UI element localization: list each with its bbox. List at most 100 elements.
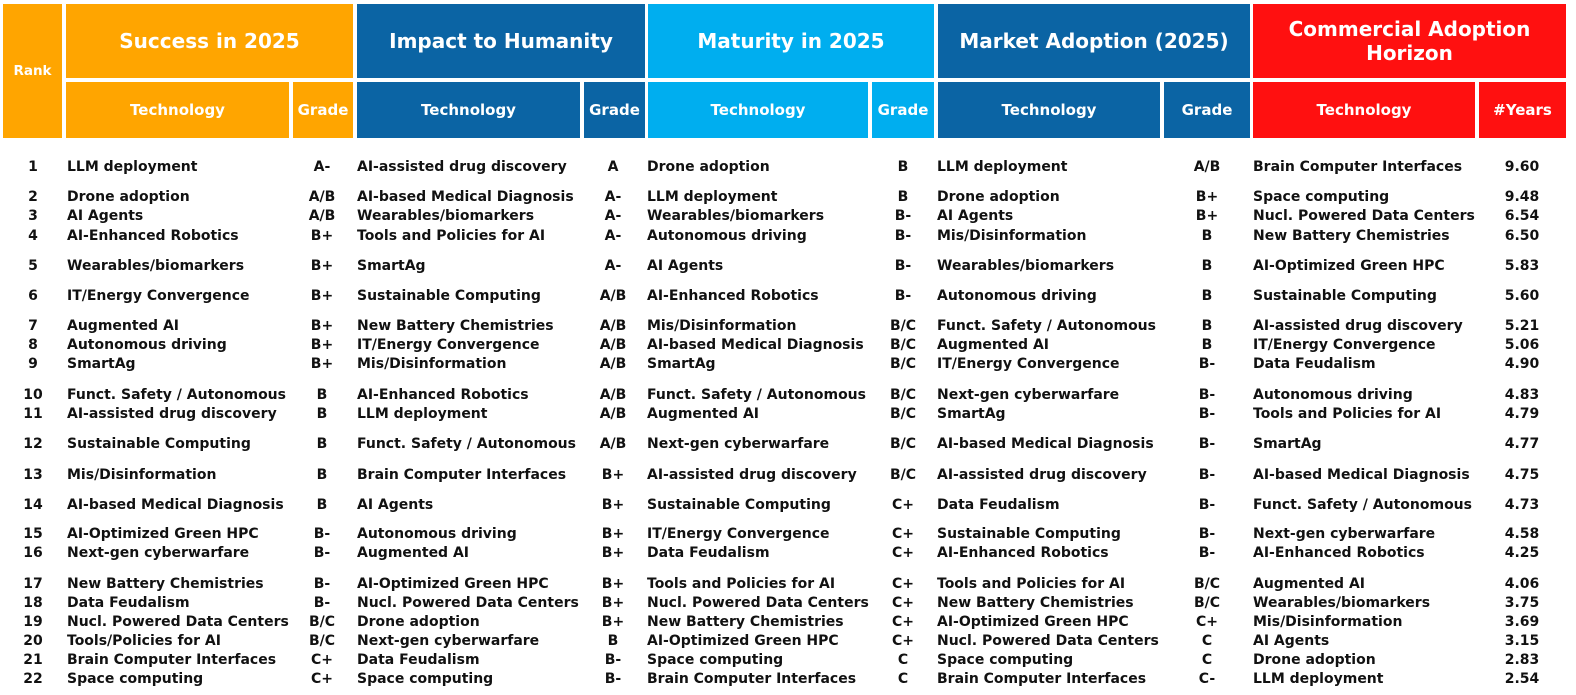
success-technology-cell: Augmented AI — [67, 318, 179, 334]
maturity-technology-cell: SmartAg — [647, 356, 716, 372]
success-grade-cell: B — [316, 497, 328, 513]
market-grade-cell: B+ — [1195, 189, 1219, 205]
maturity-technology-cell: Tools and Policies for AI — [647, 576, 836, 592]
maturity-technology-header: Technology — [648, 82, 868, 138]
success-grade-cell: C+ — [310, 652, 334, 668]
rank-cell: 5 — [28, 258, 38, 274]
market-technology-cell: Brain Computer Interfaces — [937, 671, 1147, 687]
success-grade-cell: A- — [313, 159, 331, 175]
success-grade-cell: B- — [313, 545, 331, 561]
maturity-grade-cell: C+ — [891, 526, 915, 542]
market-technology-cell: Mis/Disinformation — [937, 228, 1087, 244]
success-technology-cell: Nucl. Powered Data Centers — [67, 614, 289, 630]
market-technology-cell: Wearables/biomarkers — [937, 258, 1115, 274]
market-technology-cell: IT/Energy Convergence — [937, 356, 1120, 372]
maturity-grade-cell: C+ — [891, 633, 915, 649]
market-grade-cell: B- — [1198, 406, 1216, 422]
horizon-years-cell: 4.75 — [1504, 467, 1540, 483]
impact-grade-cell: A/B — [599, 356, 627, 372]
success-grade-cell: B+ — [310, 258, 334, 274]
maturity-grade-cell: B/C — [889, 318, 917, 334]
horizon-years-cell: 5.83 — [1504, 258, 1540, 274]
horizon-technology-cell: Brain Computer Interfaces — [1253, 159, 1463, 175]
impact-grade-cell: A- — [604, 258, 622, 274]
maturity-technology-cell: AI-assisted drug discovery — [647, 467, 857, 483]
success-technology-cell: Sustainable Computing — [67, 436, 251, 452]
horizon-technology-cell: AI Agents — [1253, 633, 1330, 649]
maturity-grade-cell: C+ — [891, 545, 915, 561]
market-technology-header: Technology — [938, 82, 1160, 138]
market-grade-cell: B- — [1198, 545, 1216, 561]
horizon-technology-cell: Funct. Safety / Autonomous — [1253, 497, 1472, 513]
rank-cell: 14 — [23, 497, 43, 513]
market-technology-cell: Space computing — [937, 652, 1074, 668]
horizon-years-cell: 5.60 — [1504, 288, 1540, 304]
rank-cell: 12 — [23, 436, 43, 452]
success-technology-cell: New Battery Chemistries — [67, 576, 264, 592]
impact-technology-cell: New Battery Chemistries — [357, 318, 554, 334]
horizon-technology-cell: SmartAg — [1253, 436, 1322, 452]
horizon-years-cell: 3.75 — [1504, 595, 1540, 611]
maturity-grade-cell: B/C — [889, 436, 917, 452]
horizon-group-header: Commercial Adoption Horizon — [1253, 4, 1566, 78]
horizon-technology-cell: New Battery Chemistries — [1253, 228, 1450, 244]
impact-grade-header: Grade — [584, 82, 645, 138]
success-technology-cell: AI-Optimized Green HPC — [67, 526, 259, 542]
impact-technology-cell: Sustainable Computing — [357, 288, 541, 304]
maturity-technology-cell: IT/Energy Convergence — [647, 526, 830, 542]
success-technology-cell: AI-assisted drug discovery — [67, 406, 277, 422]
market-technology-cell: Data Feudalism — [937, 497, 1060, 513]
market-technology-cell: Nucl. Powered Data Centers — [937, 633, 1159, 649]
rank-header: Rank — [3, 4, 62, 138]
market-technology-cell: AI-assisted drug discovery — [937, 467, 1147, 483]
impact-technology-cell: Augmented AI — [357, 545, 469, 561]
rank-cell: 6 — [28, 288, 38, 304]
market-grade-cell: B/C — [1193, 576, 1221, 592]
maturity-group-header: Maturity in 2025 — [648, 4, 934, 78]
horizon-years-cell: 4.83 — [1504, 387, 1540, 403]
success-technology-cell: IT/Energy Convergence — [67, 288, 250, 304]
rank-cell: 10 — [23, 387, 43, 403]
impact-grade-cell: A/B — [599, 387, 627, 403]
market-technology-cell: AI-Enhanced Robotics — [937, 545, 1109, 561]
success-technology-cell: Tools/Policies for AI — [67, 633, 221, 649]
rank-cell: 16 — [23, 545, 43, 561]
maturity-grade-cell: B- — [894, 228, 912, 244]
market-grade-cell: C — [1201, 652, 1213, 668]
success-grade-header: Grade — [293, 82, 353, 138]
maturity-grade-header: Grade — [872, 82, 934, 138]
market-grade-cell: B- — [1198, 467, 1216, 483]
rank-cell: 19 — [23, 614, 43, 630]
maturity-grade-cell: B — [897, 189, 909, 205]
impact-grade-cell: B — [607, 633, 619, 649]
horizon-technology-cell: Wearables/biomarkers — [1253, 595, 1431, 611]
success-grade-cell: B+ — [310, 288, 334, 304]
impact-grade-cell: B+ — [601, 545, 625, 561]
impact-grade-cell: A/B — [599, 406, 627, 422]
market-grade-cell: B- — [1198, 436, 1216, 452]
market-grade-cell: B — [1201, 318, 1213, 334]
success-technology-cell: AI-Enhanced Robotics — [67, 228, 239, 244]
horizon-years-cell: 2.83 — [1504, 652, 1540, 668]
impact-grade-cell: A/B — [599, 436, 627, 452]
horizon-technology-cell: AI-based Medical Diagnosis — [1253, 467, 1470, 483]
market-technology-cell: AI Agents — [937, 208, 1014, 224]
rank-cell: 21 — [23, 652, 43, 668]
impact-grade-cell: B- — [604, 652, 622, 668]
impact-grade-cell: B+ — [601, 595, 625, 611]
horizon-years-cell: 4.90 — [1504, 356, 1540, 372]
maturity-technology-cell: Nucl. Powered Data Centers — [647, 595, 869, 611]
horizon-years-cell: 9.60 — [1504, 159, 1540, 175]
maturity-technology-cell: Wearables/biomarkers — [647, 208, 825, 224]
horizon-technology-cell: Autonomous driving — [1253, 387, 1413, 403]
market-technology-cell: Augmented AI — [937, 337, 1049, 353]
rank-cell: 9 — [28, 356, 38, 372]
market-grade-cell: B+ — [1195, 208, 1219, 224]
rank-cell: 11 — [23, 406, 43, 422]
success-technology-cell: Funct. Safety / Autonomous — [67, 387, 286, 403]
rank-cell: 4 — [28, 228, 38, 244]
horizon-years-cell: 4.25 — [1504, 545, 1540, 561]
impact-technology-cell: Wearables/biomarkers — [357, 208, 535, 224]
horizon-technology-cell: IT/Energy Convergence — [1253, 337, 1436, 353]
horizon-years-cell: 6.54 — [1504, 208, 1540, 224]
